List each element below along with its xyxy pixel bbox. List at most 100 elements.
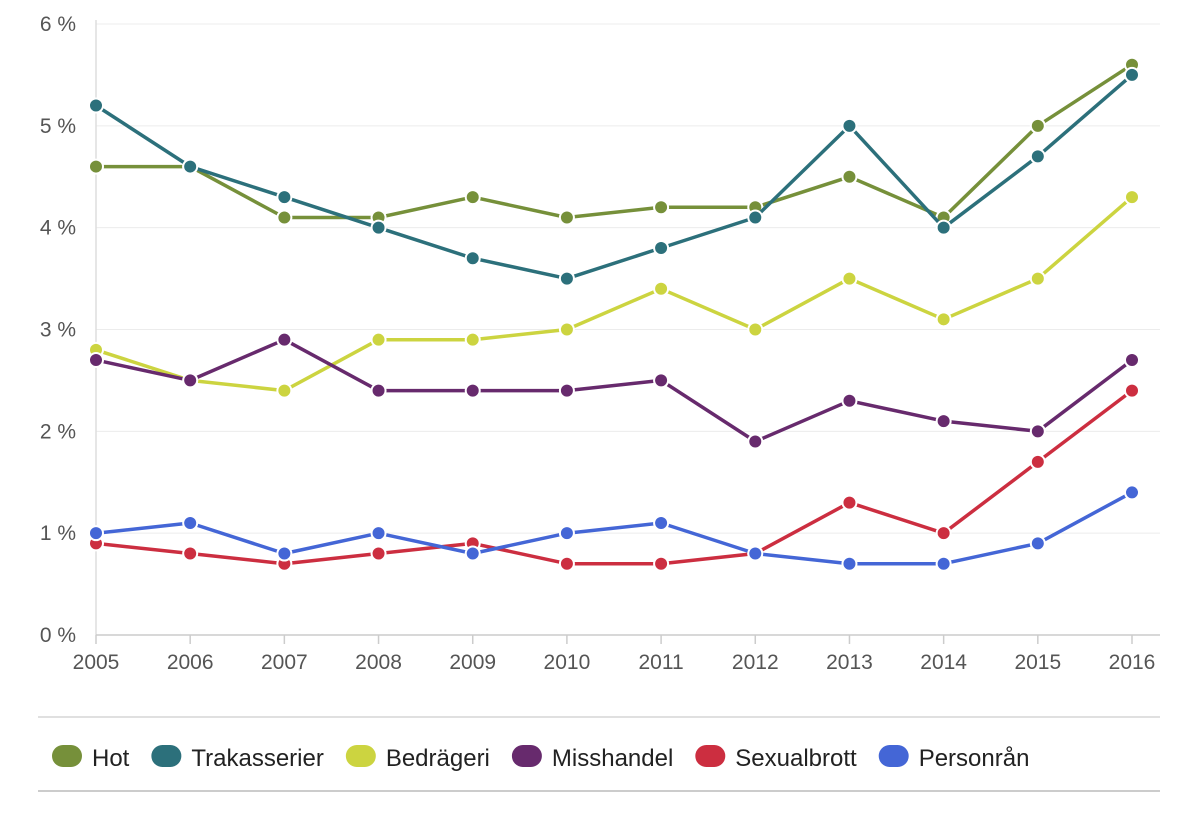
point-misshandel-2007[interactable] (276, 331, 293, 348)
point-bedrageri-2008[interactable] (370, 331, 387, 348)
point-personran-2005[interactable] (88, 525, 104, 542)
point-trakasserier-2006[interactable] (182, 158, 199, 175)
point-bedrageri-2013[interactable] (841, 270, 858, 287)
point-trakasserier-2016[interactable] (1124, 66, 1140, 83)
legend-item-sexualbrott[interactable]: Sexualbrott (695, 745, 857, 772)
series-misshandel (88, 331, 1140, 450)
point-misshandel-2013[interactable] (841, 392, 858, 409)
point-misshandel-2009[interactable] (464, 382, 481, 399)
point-sexualbrott-2014[interactable] (935, 525, 952, 542)
point-hot-2005[interactable] (88, 158, 104, 175)
point-misshandel-2005[interactable] (88, 352, 104, 369)
legend-label: Bedrägeri (386, 745, 490, 772)
x-tick-label: 2009 (449, 651, 496, 674)
point-trakasserier-2011[interactable] (653, 240, 670, 257)
point-personran-2006[interactable] (182, 514, 199, 531)
point-trakasserier-2009[interactable] (464, 250, 481, 267)
point-sexualbrott-2008[interactable] (370, 545, 387, 562)
x-tick-label: 2010 (544, 651, 591, 674)
y-tick-label: 5 % (40, 115, 76, 138)
legend-item-bedrageri[interactable]: Bedrägeri (345, 745, 490, 772)
legend-item-personran[interactable]: Personrån (878, 745, 1030, 772)
series-bedrageri (88, 189, 1140, 399)
point-misshandel-2016[interactable] (1124, 352, 1140, 369)
point-personran-2014[interactable] (935, 555, 952, 572)
legend-label: Trakasserier (191, 745, 323, 772)
point-trakasserier-2005[interactable] (88, 97, 104, 114)
y-tick-label: 1 % (40, 522, 76, 545)
point-personran-2013[interactable] (841, 555, 858, 572)
y-tick-label: 2 % (40, 420, 76, 443)
point-bedrageri-2012[interactable] (747, 321, 764, 338)
point-hot-2010[interactable] (558, 209, 575, 226)
point-bedrageri-2016[interactable] (1124, 189, 1140, 206)
x-tick-labels: 2005 2006 2007 2008 2009 2010 2011 2012 2013 2014… (73, 651, 1156, 674)
point-personran-2015[interactable] (1029, 535, 1046, 552)
legend: Hot Trakasserier Bedrägeri Misshandel Sexual… (38, 716, 1160, 792)
point-sexualbrott-2013[interactable] (841, 494, 858, 511)
x-tick-label: 2015 (1014, 651, 1061, 674)
point-misshandel-2010[interactable] (558, 382, 575, 399)
x-tick-label: 2016 (1109, 651, 1156, 674)
legend-item-hot[interactable]: Hot (52, 745, 130, 772)
point-personran-2007[interactable] (276, 545, 293, 562)
point-sexualbrott-2006[interactable] (182, 545, 199, 562)
point-trakasserier-2014[interactable] (935, 219, 952, 236)
legend-swatch (511, 745, 542, 767)
gridlines (96, 23, 1160, 534)
series-line-trakasserier (94, 73, 1134, 281)
point-personran-2011[interactable] (653, 514, 670, 531)
point-misshandel-2011[interactable] (653, 372, 670, 389)
series-personran (88, 484, 1140, 572)
x-tick-label: 2014 (920, 651, 967, 674)
y-tick-labels: 0 % 1 % 2 % 3 % 4 % 5 % 6 % (40, 13, 76, 647)
point-bedrageri-2014[interactable] (935, 311, 952, 328)
x-tick-label: 2006 (167, 651, 214, 674)
point-misshandel-2014[interactable] (935, 413, 952, 430)
legend-item-misshandel[interactable]: Misshandel (511, 745, 673, 772)
point-bedrageri-2007[interactable] (276, 382, 293, 399)
point-personran-2009[interactable] (464, 545, 481, 562)
point-hot-2015[interactable] (1029, 117, 1046, 134)
legend-label: Hot (92, 745, 130, 772)
x-tick-label: 2012 (732, 651, 779, 674)
point-hot-2007[interactable] (276, 209, 293, 226)
point-bedrageri-2010[interactable] (558, 321, 575, 338)
series-trakasserier (88, 66, 1140, 287)
point-sexualbrott-2016[interactable] (1124, 382, 1140, 399)
point-trakasserier-2012[interactable] (747, 209, 764, 226)
series-group (88, 56, 1140, 572)
point-hot-2011[interactable] (653, 199, 670, 216)
point-misshandel-2012[interactable] (747, 433, 764, 450)
legend-swatch (52, 745, 82, 767)
point-personran-2016[interactable] (1124, 484, 1140, 501)
y-tick-label: 4 % (40, 217, 76, 240)
point-personran-2008[interactable] (370, 525, 387, 542)
point-hot-2013[interactable] (841, 168, 858, 185)
x-tick-label: 2007 (261, 651, 308, 674)
legend-swatch (878, 745, 909, 767)
point-misshandel-2006[interactable] (182, 372, 199, 389)
point-misshandel-2015[interactable] (1029, 423, 1046, 440)
y-tick-label: 6 % (40, 13, 76, 36)
point-sexualbrott-2011[interactable] (653, 555, 670, 572)
point-sexualbrott-2015[interactable] (1029, 453, 1046, 470)
point-trakasserier-2013[interactable] (841, 117, 858, 134)
point-trakasserier-2015[interactable] (1029, 148, 1046, 165)
series-line-bedrageri (94, 195, 1134, 393)
point-bedrageri-2009[interactable] (464, 331, 481, 348)
series-line-sexualbrott (94, 388, 1134, 566)
point-personran-2010[interactable] (558, 525, 575, 542)
point-hot-2009[interactable] (464, 189, 481, 206)
point-personran-2012[interactable] (747, 545, 764, 562)
legend-label: Personrån (919, 745, 1030, 772)
point-trakasserier-2008[interactable] (370, 219, 387, 236)
point-trakasserier-2010[interactable] (558, 270, 575, 287)
point-sexualbrott-2010[interactable] (558, 555, 575, 572)
legend-item-trakasserier[interactable]: Trakasserier (151, 745, 324, 772)
point-trakasserier-2007[interactable] (276, 189, 293, 206)
point-misshandel-2008[interactable] (370, 382, 387, 399)
point-bedrageri-2015[interactable] (1029, 270, 1046, 287)
point-bedrageri-2011[interactable] (653, 280, 670, 297)
